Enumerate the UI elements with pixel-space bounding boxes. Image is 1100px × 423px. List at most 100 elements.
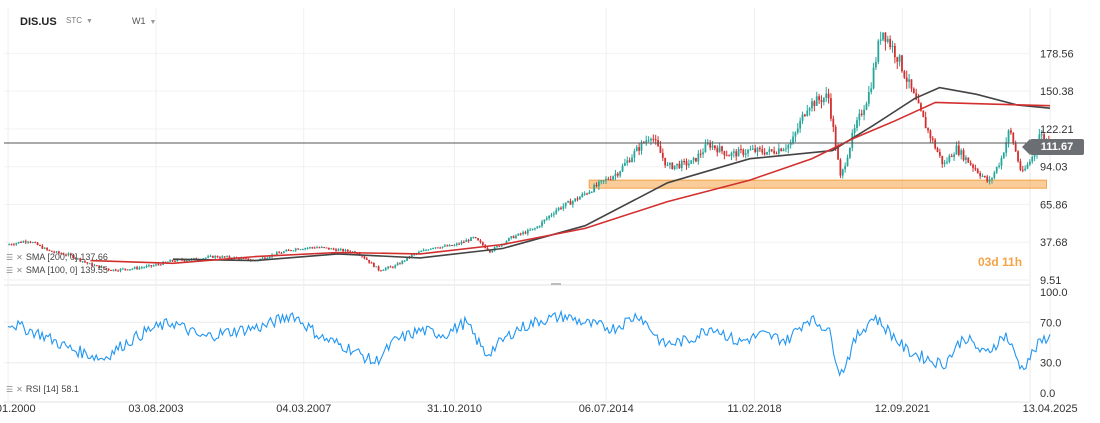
candle-body <box>837 147 839 160</box>
candle-body <box>785 148 787 150</box>
candle-body <box>292 250 295 252</box>
candle-body <box>607 178 610 180</box>
candle-body <box>986 176 989 182</box>
candle-body <box>159 264 162 266</box>
candle-body <box>515 235 517 239</box>
candle-body <box>444 245 446 247</box>
x-tick-label: 06.07.2014 <box>579 403 634 415</box>
candle-body <box>969 162 972 165</box>
chevron-down-icon: ▼ <box>149 19 157 26</box>
menu-icon[interactable]: ☰ <box>6 265 14 275</box>
candle-body <box>34 242 37 244</box>
panel-resize-handle <box>551 283 561 285</box>
candle-body <box>458 243 461 245</box>
sma200-line <box>172 86 1051 262</box>
candle-body <box>822 97 825 103</box>
candle-body <box>780 148 783 152</box>
rsi-legend[interactable]: ☰ ✕ RSI [14] 58.1 <box>6 384 79 394</box>
candle-body <box>976 169 979 174</box>
candle-body <box>853 128 856 133</box>
axes: 02.01.2000 03.08.2003 04.03.2007 31.10.2010… <box>0 48 1078 415</box>
sma100-line <box>90 101 1051 265</box>
timeframe-selector[interactable]: W1 ▼ <box>132 16 156 26</box>
candle-body <box>20 241 22 243</box>
candle-body <box>171 260 174 262</box>
candle-body <box>979 173 982 177</box>
candle-body <box>81 261 84 263</box>
candle-body <box>389 266 392 268</box>
candle-body <box>455 243 458 245</box>
candle-body <box>676 163 678 166</box>
candle-body <box>569 201 572 205</box>
candle-body <box>768 149 771 152</box>
candle-body <box>856 120 858 129</box>
candle-body <box>813 101 816 106</box>
candle-body <box>110 270 112 272</box>
candle-body <box>915 93 918 100</box>
source-selector[interactable]: STC ▼ <box>66 16 93 25</box>
candle-body <box>138 267 141 269</box>
candle-body <box>363 256 366 259</box>
candle-body <box>117 270 120 272</box>
candle-body <box>86 262 89 264</box>
candle-body <box>766 151 768 155</box>
candle-body <box>65 254 67 256</box>
x-tick-label: 02.01.2000 <box>0 403 36 415</box>
candle-body <box>280 252 283 254</box>
candle-body <box>410 254 413 258</box>
candle-body <box>794 132 797 137</box>
candle-body <box>301 249 304 251</box>
candle-body <box>991 177 993 180</box>
candle-body <box>58 251 60 254</box>
candle-body <box>1007 130 1010 143</box>
candle-body <box>579 196 581 200</box>
candle-body <box>76 258 79 260</box>
candle-body <box>920 103 922 111</box>
menu-icon[interactable]: ☰ <box>6 252 14 262</box>
menu-icon[interactable]: ☰ <box>6 384 14 394</box>
candle-body <box>505 241 508 244</box>
symbol-label[interactable]: DIS.US <box>20 16 57 28</box>
candle-body <box>219 257 221 259</box>
candle-body <box>1017 151 1019 162</box>
candle-body <box>27 241 30 243</box>
candle-body <box>943 162 946 165</box>
close-icon[interactable]: ✕ <box>16 265 23 275</box>
candle-body <box>825 93 828 98</box>
candle-body <box>901 55 903 72</box>
candle-body <box>339 249 342 251</box>
candle-body <box>299 249 302 251</box>
candle-body <box>877 40 880 62</box>
candle-body <box>53 251 56 253</box>
chevron-down-icon: ▼ <box>86 18 93 25</box>
candle-body <box>95 265 98 267</box>
candle-body <box>285 250 288 252</box>
candle-body <box>863 109 865 115</box>
timeframe-label: W1 <box>132 16 146 26</box>
candle-body <box>290 250 292 252</box>
candle-body <box>31 242 34 244</box>
candle-body <box>711 145 714 148</box>
candle-body <box>669 163 671 165</box>
candle-body <box>103 266 105 269</box>
candle-body <box>796 128 799 133</box>
y-tick-label: 9.51 <box>1040 275 1061 287</box>
candle-body <box>448 244 451 247</box>
candle-body <box>647 140 650 142</box>
y-tick-label: 65.86 <box>1040 199 1068 211</box>
sma100-legend[interactable]: ☰ ✕ SMA [100, 0] 139.55 <box>6 265 108 275</box>
candle-body <box>590 191 593 193</box>
candle-body <box>889 39 892 48</box>
candle-body <box>687 163 690 166</box>
candle-body <box>685 161 688 166</box>
sma200-value: 137.66 <box>80 252 108 262</box>
candle-body <box>372 262 375 267</box>
sma200-legend[interactable]: ☰ ✕ SMA [200, 0] 137.66 <box>6 252 108 262</box>
candle-body <box>174 260 176 262</box>
close-icon[interactable]: ✕ <box>16 252 23 262</box>
candle-body <box>304 248 307 250</box>
candle-body <box>635 147 638 152</box>
candle-body <box>185 260 188 262</box>
close-icon[interactable]: ✕ <box>16 384 23 394</box>
